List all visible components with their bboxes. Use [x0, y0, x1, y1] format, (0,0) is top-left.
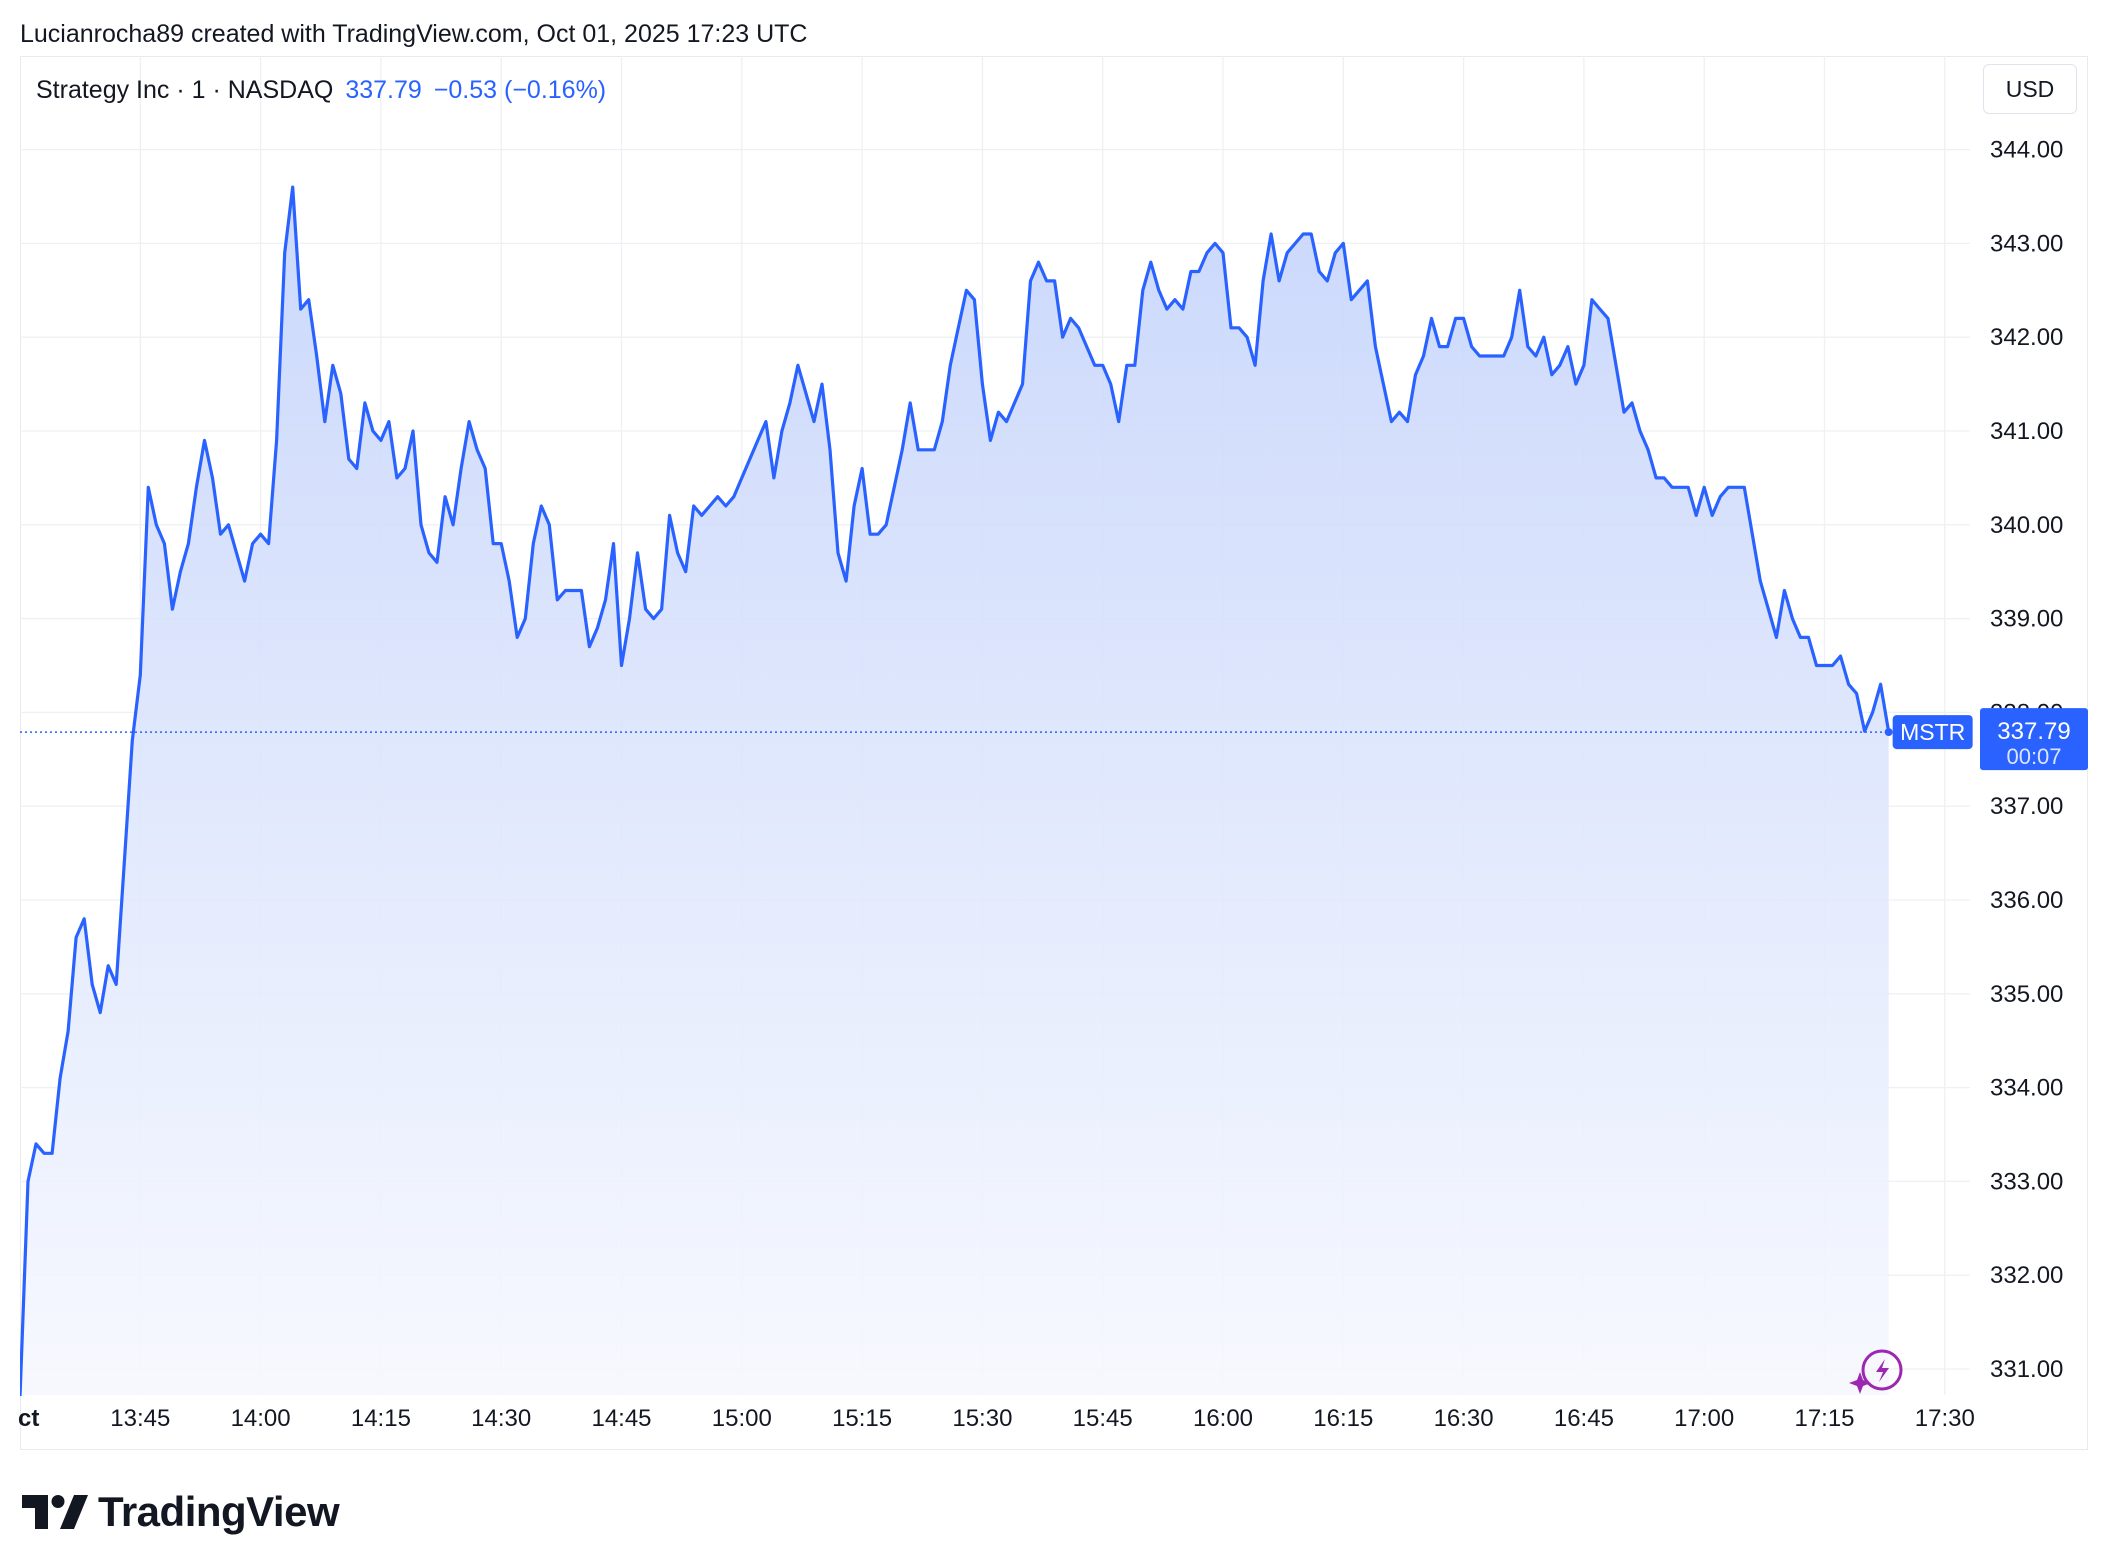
x-axis: ct 13:45 14:00 14:15 14:30 14:45 15:00 15:15 15:…	[18, 1405, 1975, 1432]
chart-credit: Lucianrocha89 created with TradingView.c…	[20, 20, 808, 48]
price-badge-value: 337.79	[1997, 718, 2070, 745]
y-tick-label: 341.00	[1990, 418, 2063, 445]
x-tick-label: 15:45	[1073, 1405, 1133, 1432]
x-tick-label: 14:00	[231, 1405, 291, 1432]
x-tick-label: 14:15	[351, 1405, 411, 1432]
y-tick-label: 339.00	[1990, 606, 2063, 633]
price-line	[20, 185, 1891, 1396]
y-axis: 331.00 332.00 333.00 334.00 335.00 336.00 337.…	[1990, 137, 2063, 1383]
price-area-fill	[20, 187, 1889, 1396]
x-tick-label: 14:45	[591, 1405, 651, 1432]
tradingview-logo[interactable]: TradingView	[22, 1488, 340, 1536]
x-tick-label: 16:15	[1313, 1405, 1373, 1432]
y-tick-label: 340.00	[1990, 512, 2063, 539]
y-tick-label: 334.00	[1990, 1075, 2063, 1102]
y-tick-label: 332.00	[1990, 1262, 2063, 1289]
x-tick-label: ct	[18, 1405, 39, 1432]
x-tick-label: 16:45	[1554, 1405, 1614, 1432]
tradingview-logo-text: TradingView	[98, 1488, 340, 1535]
x-tick-label: 14:30	[471, 1405, 531, 1432]
price-badge	[1980, 708, 2088, 771]
y-tick-label: 337.00	[1990, 793, 2063, 820]
y-tick-label: 336.00	[1990, 887, 2063, 914]
y-tick-label: 343.00	[1990, 230, 2063, 257]
y-tick-label: 335.00	[1990, 981, 2063, 1008]
price-badge-countdown: 00:07	[2006, 744, 2061, 769]
symbol-name: Strategy Inc · 1 · NASDAQ	[36, 76, 334, 104]
price-series	[20, 185, 1891, 1396]
ticker-badge	[1892, 715, 1973, 750]
last-price-dot	[1884, 728, 1893, 737]
y-tick-label: 342.00	[1990, 324, 2063, 351]
symbol-legend: Strategy Inc · 1 · NASDAQ 337.79 −0.53 (−0…	[36, 76, 606, 105]
x-tick-label: 17:30	[1915, 1405, 1975, 1432]
ticker-badge-label: MSTR	[1900, 719, 1965, 745]
x-tick-label: 16:00	[1193, 1405, 1253, 1432]
tradingview-logo-icon	[22, 1495, 88, 1529]
x-tick-label: 15:30	[952, 1405, 1012, 1432]
x-tick-label: 15:15	[832, 1405, 892, 1432]
lightning-sparkle-icon[interactable]	[1849, 1349, 1903, 1394]
y-tick-label: 344.00	[1990, 137, 2063, 164]
legend-price: 337.79	[345, 76, 422, 104]
x-tick-label: 17:00	[1674, 1405, 1734, 1432]
currency-selector[interactable]: USD	[1983, 64, 2077, 114]
y-tick-label: 331.00	[1990, 1356, 2063, 1383]
legend-change: −0.53 (−0.16%)	[433, 76, 607, 104]
x-tick-label: 16:30	[1434, 1405, 1494, 1432]
currency-label: USD	[2005, 75, 2055, 102]
x-tick-label: 15:00	[712, 1405, 772, 1432]
x-tick-label: 17:15	[1794, 1405, 1854, 1432]
y-tick-label: 333.00	[1990, 1168, 2063, 1195]
x-tick-label: 13:45	[110, 1405, 170, 1432]
